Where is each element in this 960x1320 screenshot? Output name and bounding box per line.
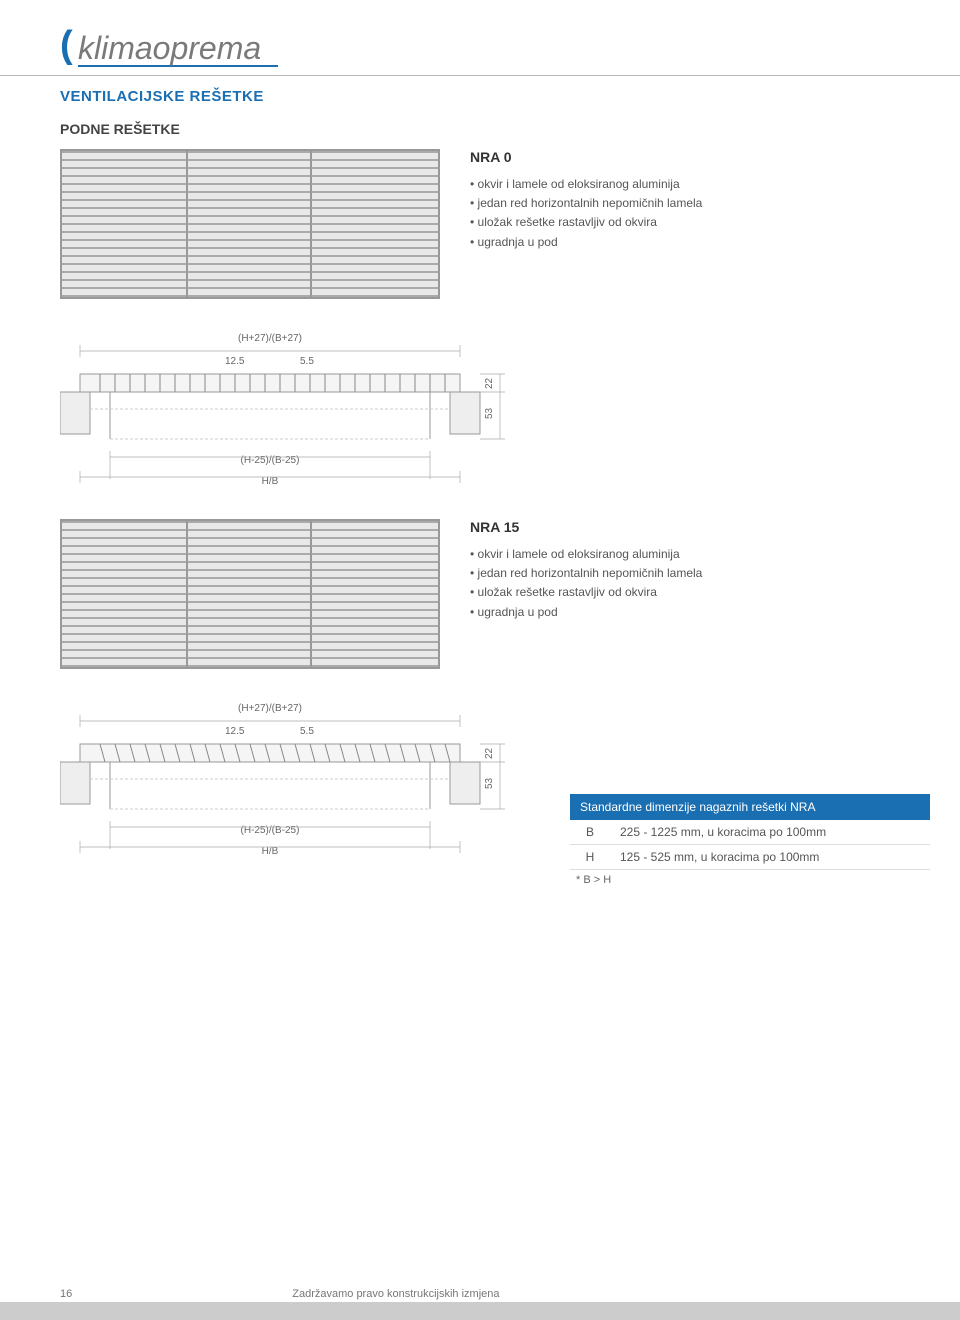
cross-section-drawing: (H+27)/(B+27) 12.5 5.5 [60,699,510,859]
footer: 16 Zadržavamo pravo konstrukcijskih izmj… [60,1288,900,1300]
table-cell-label: B [570,820,610,845]
footer-text: Zadržavamo pravo konstrukcijskih izmjena [292,1288,499,1300]
table-cell-value: 225 - 1225 mm, u koracima po 100mm [610,820,930,845]
dim-h2: 53 [484,407,495,419]
table-cell-value: 125 - 525 mm, u koracima po 100mm [610,845,930,870]
spec-block: NRA 0 okvir i lamele od eloksiranog alum… [470,149,900,252]
cross-section-drawing: (H+27)/(B+27) 12.5 5.5 [60,329,510,489]
spec-item: jedan red horizontalnih nepomičnih lamel… [470,194,900,213]
dim-bottom: H/B [262,476,279,487]
dimensions-table: Standardne dimenzije nagaznih rešetki NR… [570,794,930,870]
grille-illustration [60,149,440,299]
table-row: B 225 - 1225 mm, u koracima po 100mm [570,820,930,845]
spec-list: okvir i lamele od eloksiranog aluminija … [470,175,900,252]
spec-item: uložak rešetke rastavljiv od okvira [470,213,900,232]
logo-paren-icon: ( [60,24,73,67]
drawing-table-row: (H+27)/(B+27) 12.5 5.5 [60,699,900,889]
dim-2: 5.5 [300,726,314,737]
dim-top: (H+27)/(B+27) [238,333,302,344]
product-title: NRA 0 [470,149,900,165]
spec-item: jedan red horizontalnih nepomičnih lamel… [470,564,900,583]
product-row: NRA 15 okvir i lamele od eloksiranog alu… [60,519,900,669]
dim-top: (H+27)/(B+27) [238,703,302,714]
logo: ( klimaoprema [60,30,900,67]
grille-illustration [60,519,440,669]
table-row: H 125 - 525 mm, u koracima po 100mm [570,845,930,870]
dim-h1: 22 [484,377,495,389]
dim-1: 12.5 [225,356,245,367]
section-title: VENTILACIJSKE REŠETKE [60,88,900,105]
spec-item: okvir i lamele od eloksiranog aluminija [470,545,900,564]
product-title: NRA 15 [470,519,900,535]
product-row: NRA 0 okvir i lamele od eloksiranog alum… [60,149,900,299]
subsection-title: PODNE REŠETKE [60,121,900,137]
dim-h2: 53 [484,777,495,789]
table-cell-label: H [570,845,610,870]
table-note: * B > H [570,874,930,886]
dim-2: 5.5 [300,356,314,367]
spec-block: NRA 15 okvir i lamele od eloksiranog alu… [470,519,900,622]
spec-item: ugradnja u pod [470,603,900,622]
table-header: Standardne dimenzije nagaznih rešetki NR… [570,794,930,820]
footer-band [0,1302,960,1320]
spec-item: okvir i lamele od eloksiranog aluminija [470,175,900,194]
dim-1: 12.5 [225,726,245,737]
spec-list: okvir i lamele od eloksiranog aluminija … [470,545,900,622]
dim-bottom: H/B [262,846,279,857]
dimensions-table-block: Standardne dimenzije nagaznih rešetki NR… [570,794,930,886]
dim-mid: (H-25)/(B-25) [241,455,300,466]
spec-item: uložak rešetke rastavljiv od okvira [470,583,900,602]
dim-h1: 22 [484,747,495,759]
spec-item: ugradnja u pod [470,233,900,252]
page-number: 16 [60,1288,72,1300]
logo-text: klimaoprema [78,30,261,66]
top-divider [0,75,960,76]
